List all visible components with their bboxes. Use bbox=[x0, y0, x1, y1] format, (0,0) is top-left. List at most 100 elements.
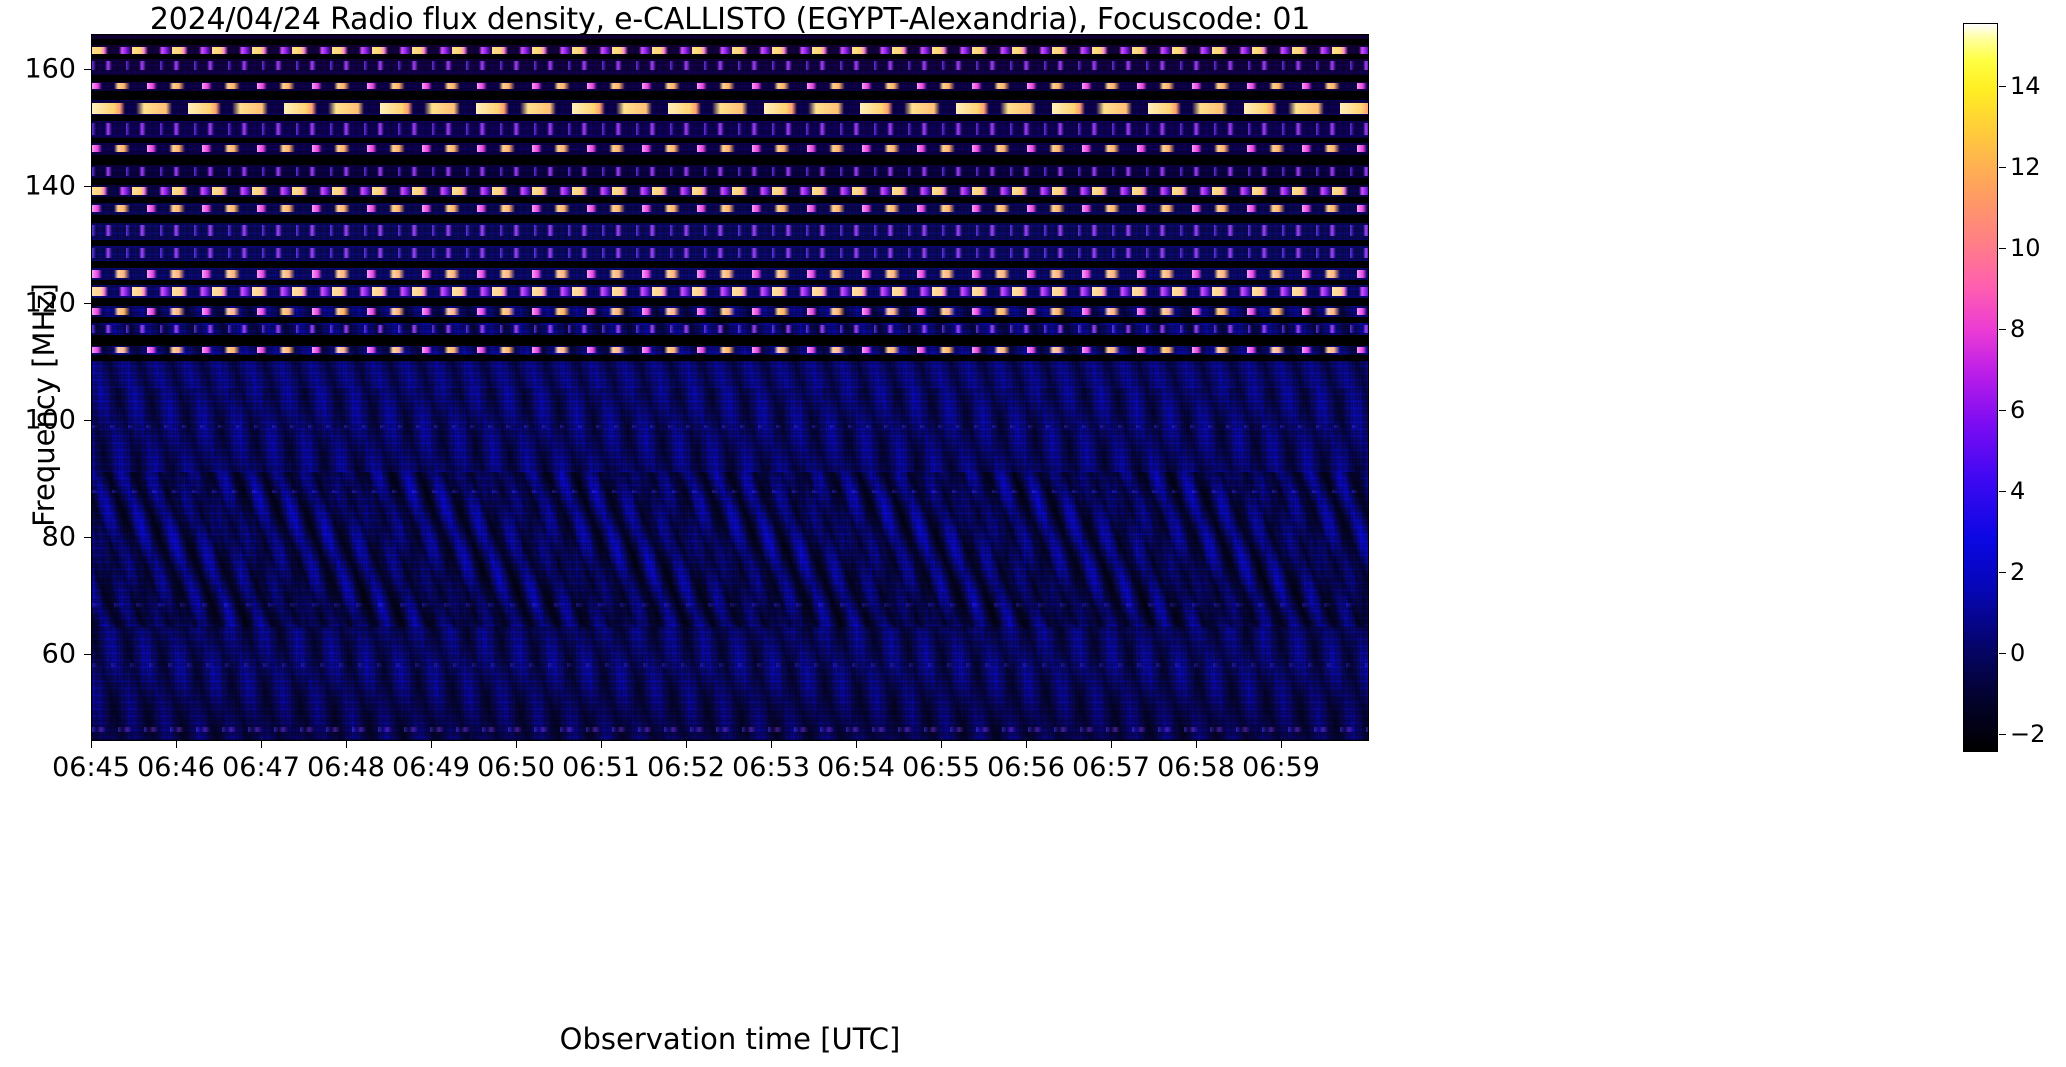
low-band-trace bbox=[92, 603, 1368, 607]
colorbar-tick-label-10: 10 bbox=[2010, 234, 2041, 262]
x-tick-label-0649: 06:49 bbox=[392, 752, 470, 783]
colorbar-tick-mark bbox=[1999, 410, 2006, 411]
y-tick-mark bbox=[84, 654, 91, 655]
rfi-dark-band bbox=[92, 75, 1368, 82]
rfi-dark-band bbox=[92, 355, 1368, 361]
x-tick-mark bbox=[516, 741, 517, 748]
x-tick-mark bbox=[941, 741, 942, 748]
colorbar-tick-label-2: 2 bbox=[2010, 558, 2026, 586]
page-title: 2024/04/24 Radio flux density, e-CALLIST… bbox=[149, 2, 1311, 37]
colorbar-tick-mark bbox=[1999, 572, 2006, 573]
colorbar-tick-mark bbox=[1999, 86, 2006, 87]
y-tick-mark bbox=[84, 303, 91, 304]
colorbar-tick-mark bbox=[1999, 491, 2006, 492]
x-tick-mark bbox=[261, 741, 262, 748]
y-tick-label-140: 140 bbox=[24, 170, 76, 202]
x-tick-mark bbox=[771, 741, 772, 748]
rfi-dark-band bbox=[92, 39, 1368, 45]
colorbar-tick-label-14: 14 bbox=[2010, 72, 2041, 100]
rfi-dark-band bbox=[92, 138, 1368, 143]
x-tick-label-0657: 06:57 bbox=[1072, 752, 1150, 783]
rfi-band-140mhz bbox=[92, 187, 1368, 195]
rfi-band-139mhz bbox=[92, 205, 1368, 212]
rfi-speckle-band bbox=[92, 248, 1368, 258]
colorbar-tick-mark bbox=[1999, 167, 2006, 168]
rfi-dark-band bbox=[92, 115, 1368, 121]
colorbar-tick-label-4: 4 bbox=[2010, 477, 2026, 505]
rfi-speckle-band bbox=[92, 225, 1368, 236]
rfi-speckle-band bbox=[92, 123, 1368, 135]
x-axis-label: Observation time [UTC] bbox=[559, 1022, 901, 1056]
rfi-dark-band bbox=[92, 317, 1368, 323]
y-tick-mark bbox=[84, 186, 91, 187]
colorbar-tick-label-0: 0 bbox=[2010, 639, 2026, 667]
colorbar-tick-label-12: 12 bbox=[2010, 153, 2041, 181]
x-tick-mark bbox=[856, 741, 857, 748]
colorbar-tick-mark bbox=[1999, 734, 2006, 735]
colorbar[interactable] bbox=[1963, 23, 1998, 752]
low-band-trace bbox=[92, 490, 1368, 493]
rfi-band-127mhz bbox=[92, 287, 1368, 296]
rfi-speckle-band bbox=[92, 325, 1368, 333]
colorbar-tick-mark bbox=[1999, 653, 2006, 654]
rfi-band-153mhz bbox=[92, 103, 1368, 114]
rfi-dark-band bbox=[92, 155, 1368, 165]
x-tick-label-0651: 06:51 bbox=[562, 752, 640, 783]
y-tick-label-120: 120 bbox=[24, 287, 76, 319]
rfi-dark-band bbox=[92, 215, 1368, 223]
x-tick-label-0654: 06:54 bbox=[817, 752, 895, 783]
rfi-band-149mhz bbox=[92, 145, 1368, 152]
low-band-trace bbox=[92, 425, 1368, 428]
rfi-dark-band bbox=[92, 261, 1368, 268]
x-tick-mark bbox=[176, 741, 177, 748]
rfi-dark-band bbox=[92, 91, 1368, 100]
x-tick-label-0650: 06:50 bbox=[477, 752, 555, 783]
x-tick-label-0646: 06:46 bbox=[137, 752, 215, 783]
y-tick-mark bbox=[84, 420, 91, 421]
rfi-speckle-band bbox=[92, 61, 1368, 70]
x-tick-mark bbox=[686, 741, 687, 748]
y-tick-label-100: 100 bbox=[24, 404, 76, 436]
spectrogram-plot-area[interactable] bbox=[91, 34, 1369, 741]
x-tick-label-0648: 06:48 bbox=[307, 752, 385, 783]
rfi-dark-band bbox=[92, 298, 1368, 306]
x-tick-label-0659: 06:59 bbox=[1242, 752, 1320, 783]
x-tick-mark bbox=[431, 741, 432, 748]
x-tick-mark bbox=[1196, 741, 1197, 748]
x-tick-mark bbox=[601, 741, 602, 748]
low-band-trace bbox=[92, 663, 1368, 667]
x-tick-label-0653: 06:53 bbox=[732, 752, 810, 783]
x-tick-label-0647: 06:47 bbox=[222, 752, 300, 783]
x-tick-mark bbox=[1281, 741, 1282, 748]
rfi-band-160mhz bbox=[92, 47, 1368, 54]
rfi-band-125mhz bbox=[92, 308, 1368, 315]
x-tick-mark bbox=[91, 741, 92, 748]
colorbar-tick-mark bbox=[1999, 248, 2006, 249]
x-tick-label-0655: 06:55 bbox=[902, 752, 980, 783]
rfi-band-119mhz bbox=[92, 347, 1368, 353]
rfi-speckle-band bbox=[92, 167, 1368, 176]
x-tick-label-0652: 06:52 bbox=[647, 752, 725, 783]
y-tick-mark bbox=[84, 69, 91, 70]
colorbar-tick-label-8: 8 bbox=[2010, 315, 2026, 343]
x-tick-label-0645: 06:45 bbox=[52, 752, 130, 783]
rfi-band-130mhz bbox=[92, 270, 1368, 278]
x-tick-label-0658: 06:58 bbox=[1157, 752, 1235, 783]
x-tick-mark bbox=[1026, 741, 1027, 748]
rfi-band-157mhz bbox=[92, 83, 1368, 89]
y-tick-label-160: 160 bbox=[24, 53, 76, 85]
rfi-dark-band bbox=[92, 197, 1368, 203]
x-tick-mark bbox=[346, 741, 347, 748]
x-tick-label-0656: 06:56 bbox=[987, 752, 1065, 783]
low-band-trace bbox=[92, 727, 1368, 732]
y-tick-label-60: 60 bbox=[41, 638, 76, 670]
x-tick-mark bbox=[1111, 741, 1112, 748]
rfi-dark-band bbox=[92, 54, 1368, 59]
interference-fringes-layer-c bbox=[92, 472, 1368, 628]
colorbar-tick-label-6: 6 bbox=[2010, 396, 2026, 424]
y-tick-label-80: 80 bbox=[41, 521, 76, 553]
y-tick-mark bbox=[84, 537, 91, 538]
rfi-dark-band bbox=[92, 178, 1368, 185]
colorbar-tick-mark bbox=[1999, 329, 2006, 330]
